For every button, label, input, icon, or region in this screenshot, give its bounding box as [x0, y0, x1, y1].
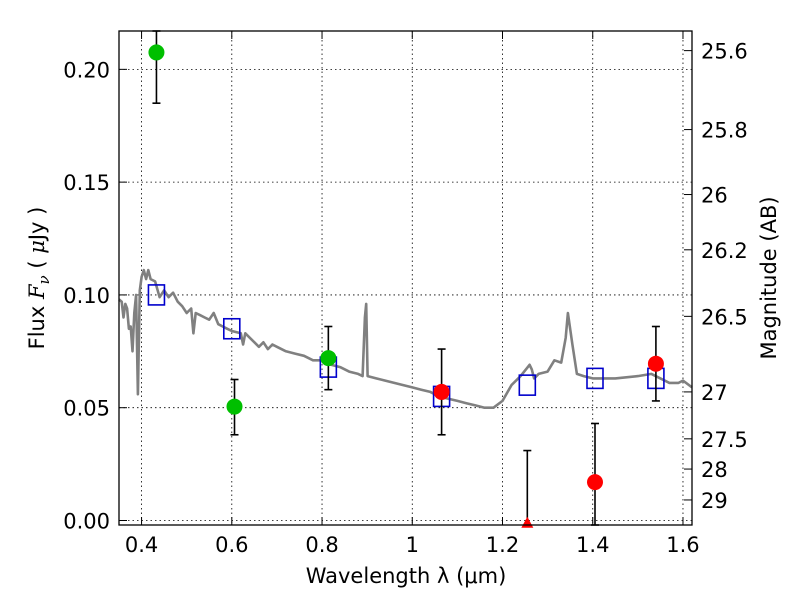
model-photometry-point [222, 317, 241, 340]
x-tick-label: 0.6 [215, 533, 248, 557]
x-tick-label: 0.8 [305, 533, 338, 557]
y2-tick-label: 26.2 [701, 239, 748, 263]
y2-tick-label: 26 [701, 184, 728, 208]
y-tick-label: 0.05 [63, 397, 110, 421]
y2-tick-label: 29 [701, 489, 728, 513]
y-tick-label: 0.00 [63, 509, 110, 533]
y-tick-label: 0.10 [63, 284, 110, 308]
x-tick-label: 1 [406, 533, 419, 557]
observed-red-point [586, 474, 603, 491]
observed-green-point [320, 350, 337, 367]
y2-tick-label: 28 [701, 458, 728, 482]
x-tick-label: 1.6 [666, 533, 699, 557]
model-spectrum-line [118, 268, 693, 409]
x-tick-label: 1.2 [486, 533, 519, 557]
series-layer [118, 30, 693, 528]
plot-frame [118, 30, 693, 526]
tick-layer: 0.4 0.6 0.8 1 1.2 1.4 1.6 0.00 0.05 0.10 0.15 0.20 2… [63, 31, 748, 557]
model-photometry-point [586, 367, 604, 390]
observed-green-point [148, 44, 165, 61]
y-axis-title: Flux Fν ( μJy ) [25, 207, 53, 350]
y2-tick-label: 25.6 [701, 40, 748, 64]
upper-limit-marker [521, 516, 534, 528]
model-photometry-point [518, 374, 537, 396]
grid-layer [119, 31, 692, 525]
x-axis-title: Wavelength λ (μm) [306, 564, 507, 588]
y2-tick-label: 26.5 [701, 305, 748, 329]
y2-axis-title: Magnitude (AB) [757, 196, 781, 359]
y2-tick-label: 25.8 [701, 119, 748, 143]
x-tick-label: 1.4 [576, 533, 609, 557]
x-tick-label: 0.4 [125, 533, 158, 557]
y2-tick-label: 27.5 [701, 428, 748, 452]
observed-red-point [647, 355, 664, 372]
observed-green-point [226, 398, 243, 415]
y2-tick-label: 27 [701, 381, 728, 405]
observed-red-point [433, 383, 450, 400]
y-tick-label: 0.15 [63, 171, 110, 195]
y-tick-label: 0.20 [63, 58, 110, 82]
model-photometry-point [147, 284, 166, 306]
